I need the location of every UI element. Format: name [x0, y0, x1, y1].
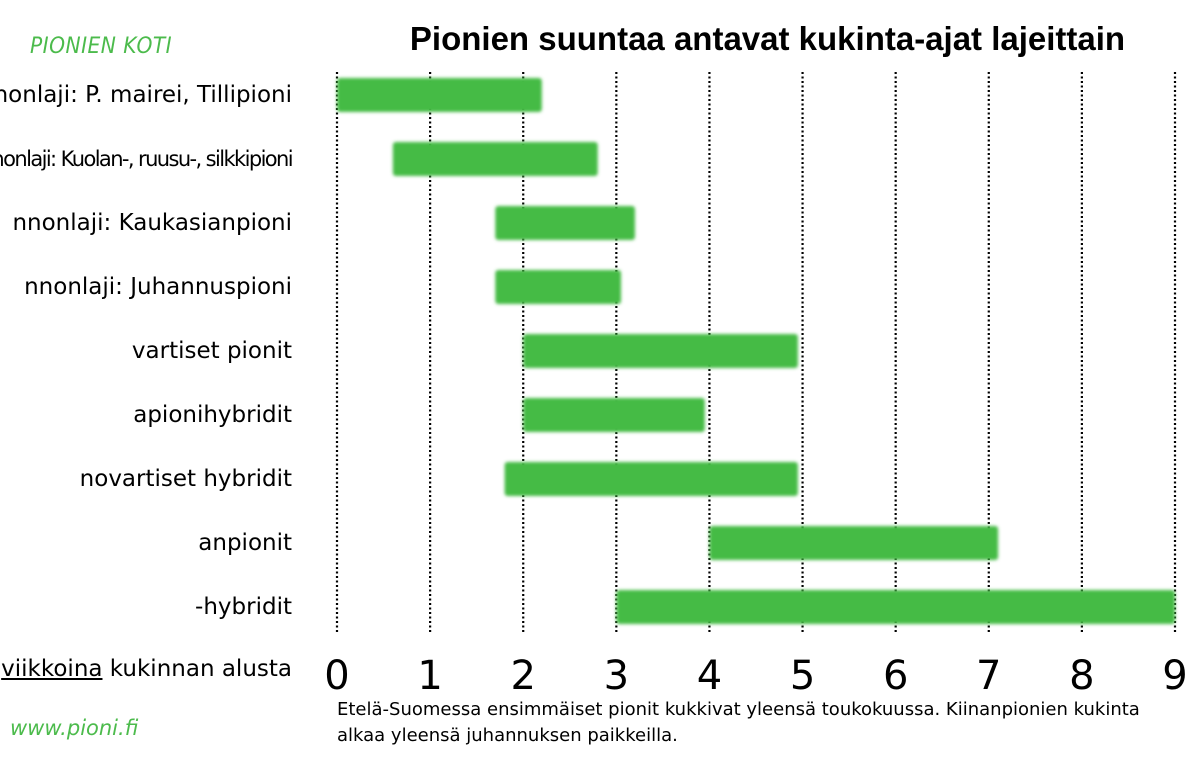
x-tick-label-2: 2	[510, 653, 535, 699]
category-label-1: nnonlaji: P. mairei, Tillipioni	[0, 82, 292, 108]
category-label-4: nnonlaji: Juhannuspioni	[24, 274, 292, 300]
category-label-7: novartiset hybridit	[79, 466, 292, 492]
x-tick-label-9: 9	[1162, 653, 1187, 699]
bar-9	[616, 590, 1175, 624]
x-tick-label-8: 8	[1069, 653, 1094, 699]
x-tick-label-1: 1	[417, 653, 442, 699]
brand-logo-text: PIONIEN KOTI	[30, 34, 173, 59]
x-tick-label-5: 5	[790, 653, 815, 699]
bar-8	[709, 526, 999, 560]
category-label-2: nonlaji: Kuolan-, ruusu-, silkkipioni	[0, 147, 294, 171]
website-link[interactable]: www.pioni.fi	[10, 716, 139, 740]
category-label-8: anpionit	[198, 530, 292, 556]
footnote-line-2: alkaa yleensä juhannuksen paikkeilla.	[337, 725, 678, 746]
x-tick-label-7: 7	[976, 653, 1001, 699]
footnote: Etelä-Suomessa ensimmäiset pionit kukkiv…	[337, 697, 1200, 749]
bar-2	[392, 142, 598, 176]
bar-6	[523, 398, 705, 432]
x-axis-caption: viikkoina kukinnan alusta	[1, 654, 292, 684]
category-label-6: apionihybridit	[133, 402, 292, 428]
category-label-9: -hybridit	[195, 594, 292, 620]
x-tick-label-4: 4	[697, 653, 722, 699]
category-label-3: nnonlaji: Kaukasianpioni	[12, 210, 292, 236]
chart-title: Pionien suuntaa antavat kukinta-ajat laj…	[409, 20, 1126, 57]
x-axis-caption-underlined: viikkoina	[1, 656, 103, 682]
bar-7	[504, 462, 798, 496]
bar-5	[523, 334, 798, 368]
x-tick-label-6: 6	[883, 653, 908, 699]
bar-1	[337, 78, 542, 112]
x-tick-label-0: 0	[324, 653, 349, 699]
x-tick-label-3: 3	[604, 653, 629, 699]
bar-4	[495, 270, 621, 304]
footnote-line-1: Etelä-Suomessa ensimmäiset pionit kukkiv…	[337, 699, 1140, 720]
x-axis-caption-rest: kukinnan alusta	[102, 656, 292, 682]
category-label-5: vartiset pionit	[131, 338, 292, 364]
bar-3	[495, 206, 635, 240]
